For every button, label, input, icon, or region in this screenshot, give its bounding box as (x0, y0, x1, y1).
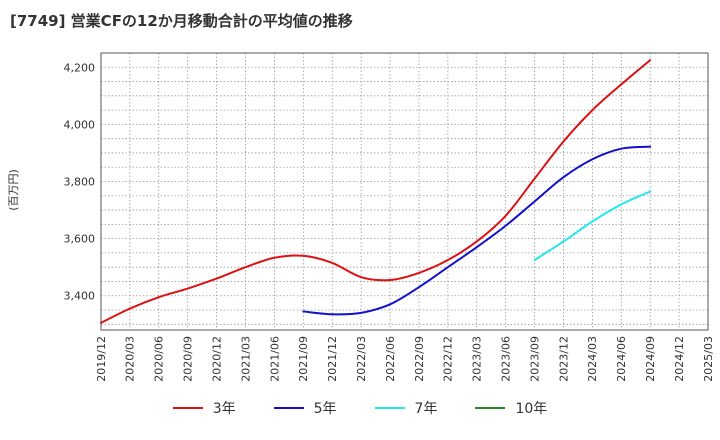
x-tick-label: 2023/09 (528, 336, 541, 382)
x-tick-label: 2024/03 (586, 336, 599, 382)
x-tick-label: 2024/09 (644, 336, 657, 382)
grid-lines (101, 53, 708, 330)
legend-swatch (374, 407, 405, 409)
x-tick-label: 2020/03 (124, 336, 137, 382)
x-tick-label: 2020/06 (153, 336, 166, 382)
x-tick-label: 2022/12 (442, 336, 455, 382)
y-tick-label: 4,000 (64, 118, 96, 131)
x-tick-label: 2019/12 (95, 336, 108, 382)
x-tick-label: 2022/09 (413, 336, 426, 382)
line-chart: 3,400 3,600 3,800 4,000 4,200 2019/12 2020/03… (64, 52, 715, 382)
y-tick-label: 4,200 (64, 61, 96, 74)
legend-swatch (172, 407, 203, 409)
legend-item-4: 10年 (475, 398, 547, 418)
y-axis-ticks: 3,400 3,600 3,800 4,000 4,200 (64, 61, 96, 302)
chart-title: [7749] 営業CFの12か月移動合計の平均値の推移 (10, 12, 353, 30)
y-tick-label: 3,600 (64, 233, 96, 246)
x-tick-label: 2020/09 (182, 336, 195, 382)
y-tick-label: 3,800 (64, 176, 96, 189)
x-tick-label: 2021/03 (239, 336, 252, 382)
x-axis-ticks: 2019/12 2020/03 2020/06 2020/09 2020/12 2021/… (95, 336, 715, 382)
x-tick-label: 2021/12 (326, 336, 339, 382)
x-tick-label: 2025/03 (702, 336, 715, 382)
legend: 3年 5年 7年 10年 (0, 398, 720, 418)
x-tick-label: 2021/09 (297, 336, 310, 382)
legend-label: 7年 (414, 401, 438, 417)
x-tick-label: 2021/06 (268, 336, 281, 382)
x-tick-label: 2023/06 (500, 336, 513, 382)
series-lines (100, 59, 652, 324)
plot-area-frame (100, 52, 709, 331)
x-tick-label: 2022/03 (355, 336, 368, 382)
series-line-3 (533, 190, 652, 262)
legend-item-3: 7年 (374, 398, 438, 418)
legend-label: 3年 (212, 401, 236, 417)
x-tick-label: 2020/12 (210, 336, 223, 382)
series-line-1 (100, 59, 652, 324)
legend-label: 5年 (313, 401, 337, 417)
legend-item-2: 5年 (273, 398, 337, 418)
x-tick-label: 2023/12 (557, 336, 570, 382)
series-line-2 (302, 145, 652, 316)
legend-swatch (475, 407, 506, 409)
legend-item-1: 3年 (172, 398, 236, 418)
x-tick-label: 2022/06 (384, 336, 397, 382)
legend-label: 10年 (515, 401, 548, 417)
x-tick-label: 2023/03 (471, 336, 484, 382)
x-tick-label: 2024/12 (673, 336, 686, 382)
legend-swatch (273, 407, 304, 409)
x-tick-label: 2024/06 (615, 336, 628, 382)
y-tick-label: 3,400 (64, 290, 96, 303)
